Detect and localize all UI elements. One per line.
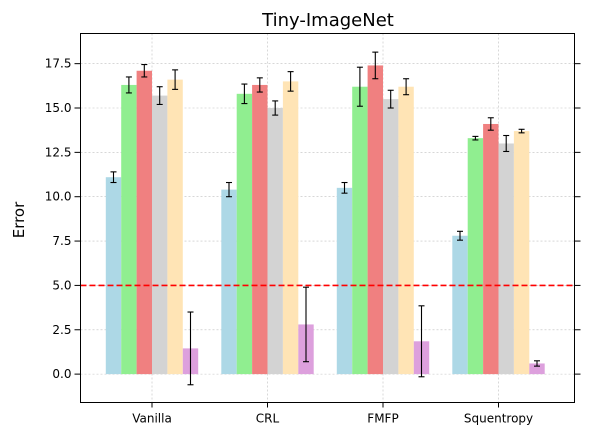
bar bbox=[398, 86, 414, 375]
y-tick-label: 10.0 bbox=[45, 190, 72, 204]
plot-frame bbox=[80, 33, 575, 403]
bar bbox=[352, 86, 368, 375]
bar bbox=[252, 84, 268, 375]
x-tick-label: Squentropy bbox=[464, 412, 533, 426]
y-axis: 0.0 2.5 5.0 7.5 10.0 12.5 15.0 17.5 bbox=[45, 57, 581, 381]
bar bbox=[152, 95, 168, 375]
bar bbox=[498, 143, 514, 375]
bar bbox=[452, 235, 468, 375]
y-axis-label: Error bbox=[10, 201, 28, 238]
bar bbox=[121, 84, 137, 375]
bar bbox=[513, 131, 530, 375]
y-tick-label: 7.5 bbox=[52, 234, 71, 248]
bars bbox=[105, 65, 545, 375]
y-tick-label: 5.0 bbox=[52, 278, 71, 292]
y-tick-label: 17.5 bbox=[45, 57, 72, 71]
bar bbox=[105, 177, 122, 375]
bar bbox=[383, 99, 399, 375]
bar bbox=[221, 189, 237, 375]
bar bbox=[236, 93, 253, 375]
y-tick-label: 15.0 bbox=[45, 101, 72, 115]
y-tick-label: 12.5 bbox=[45, 145, 72, 159]
bar bbox=[467, 138, 484, 375]
bar bbox=[136, 70, 152, 375]
chart-title: Tiny-ImageNet bbox=[261, 10, 394, 31]
y-tick-label: 0.0 bbox=[52, 367, 71, 381]
x-tick-label: CRL bbox=[256, 412, 280, 426]
y-tick-label: 2.5 bbox=[52, 323, 71, 337]
bar bbox=[483, 123, 499, 375]
x-axis: Vanilla CRL FMFP Squentropy bbox=[132, 402, 533, 426]
x-tick-label: FMFP bbox=[367, 412, 398, 426]
bar bbox=[336, 187, 353, 375]
x-tick-label: Vanilla bbox=[132, 412, 172, 426]
bar bbox=[367, 65, 383, 375]
error-bars bbox=[110, 51, 540, 386]
bar bbox=[267, 108, 283, 375]
bar bbox=[529, 363, 545, 375]
bar bbox=[167, 79, 183, 375]
bar bbox=[282, 81, 299, 375]
